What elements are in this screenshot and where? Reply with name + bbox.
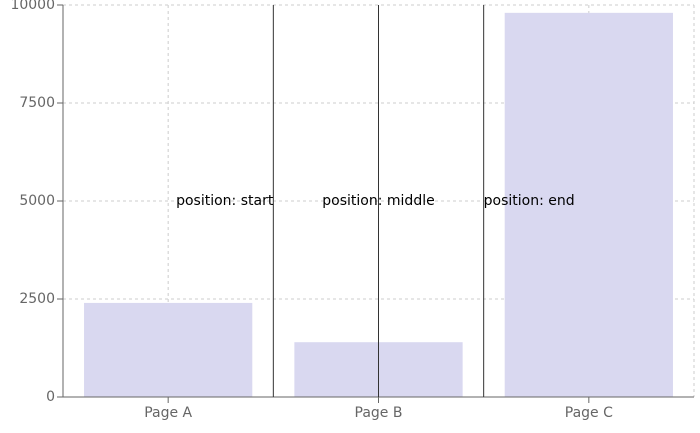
- x-tick-label: Page C: [565, 405, 613, 421]
- y-tick-label: 0: [46, 389, 55, 405]
- y-tick-labels: 0 2500 5000 7500 10000: [10, 0, 63, 405]
- x-tick-label: Page B: [355, 405, 403, 421]
- bar-page-c[interactable]: [504, 12, 673, 398]
- x-tick-label: Page A: [144, 405, 192, 421]
- bar-page-a[interactable]: [84, 302, 253, 397]
- reference-line-label: position: middle: [322, 193, 434, 209]
- reference-line-label: position: start: [176, 193, 274, 209]
- y-tick-label: 10000: [10, 0, 55, 13]
- y-tick-label: 2500: [19, 291, 55, 307]
- x-tick-labels: Page A Page B Page C: [144, 397, 613, 421]
- y-tick-label: 5000: [19, 193, 55, 209]
- reference-line-label: position: end: [484, 193, 575, 209]
- y-tick-label: 7500: [19, 95, 55, 111]
- reference-lines-layer: [272, 5, 485, 397]
- annotations-layer: position: start position: middle position:…: [176, 193, 575, 209]
